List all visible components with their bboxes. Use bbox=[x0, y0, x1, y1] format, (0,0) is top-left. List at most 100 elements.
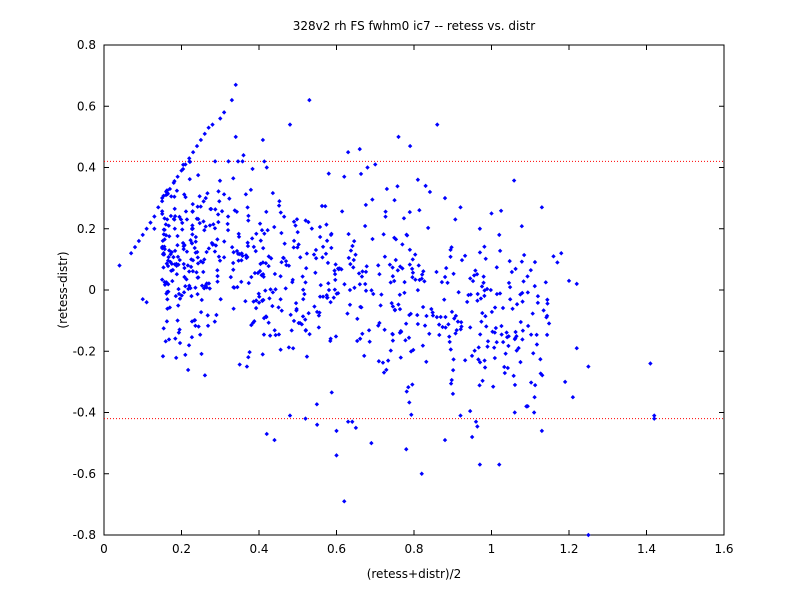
data-point bbox=[448, 347, 453, 352]
data-point bbox=[437, 332, 442, 338]
data-point bbox=[420, 304, 426, 310]
data-point bbox=[360, 331, 365, 336]
data-point bbox=[346, 255, 351, 261]
data-point bbox=[337, 266, 342, 271]
data-point bbox=[294, 217, 300, 222]
data-point bbox=[440, 324, 445, 330]
data-point bbox=[406, 385, 411, 390]
data-point bbox=[477, 360, 483, 365]
data-point bbox=[447, 334, 452, 339]
data-point bbox=[546, 321, 552, 326]
data-point bbox=[525, 274, 530, 279]
data-point bbox=[502, 370, 508, 376]
data-point bbox=[390, 304, 396, 309]
data-point bbox=[207, 223, 213, 228]
data-point bbox=[236, 231, 241, 237]
data-point bbox=[307, 331, 312, 337]
data-point bbox=[345, 311, 350, 316]
data-point bbox=[249, 236, 255, 241]
data-point bbox=[183, 352, 188, 358]
data-point bbox=[167, 186, 173, 192]
data-point bbox=[476, 357, 481, 362]
data-point bbox=[347, 287, 353, 293]
data-point bbox=[331, 295, 336, 300]
data-point bbox=[159, 277, 165, 282]
data-point bbox=[453, 313, 459, 319]
data-point bbox=[482, 288, 487, 293]
data-point bbox=[246, 213, 251, 219]
data-point bbox=[175, 318, 180, 323]
data-point bbox=[302, 291, 307, 297]
data-point bbox=[205, 191, 210, 196]
data-point bbox=[287, 122, 293, 127]
data-point bbox=[436, 322, 442, 327]
data-point bbox=[419, 272, 425, 277]
data-point bbox=[392, 308, 398, 313]
data-point bbox=[272, 271, 278, 277]
data-point bbox=[398, 329, 404, 335]
data-point bbox=[226, 159, 231, 164]
data-point bbox=[283, 258, 289, 264]
data-point bbox=[218, 297, 223, 302]
data-point bbox=[479, 284, 485, 289]
data-point bbox=[427, 331, 432, 336]
data-point bbox=[258, 238, 263, 243]
data-point bbox=[237, 362, 242, 367]
data-point bbox=[303, 280, 308, 285]
data-point bbox=[376, 359, 382, 364]
data-point bbox=[351, 257, 356, 263]
data-point bbox=[530, 311, 535, 316]
data-point bbox=[186, 286, 191, 292]
data-point bbox=[306, 310, 311, 316]
data-point bbox=[180, 227, 185, 232]
data-point bbox=[171, 180, 176, 186]
data-point bbox=[177, 296, 183, 301]
data-point bbox=[169, 261, 175, 267]
data-point bbox=[415, 321, 421, 327]
data-point bbox=[392, 198, 397, 203]
data-point bbox=[254, 231, 259, 236]
y-axis-ticks: -0.8 -0.6 -0.4 -0.2 0 0.2 0.4 0.6 0.8 bbox=[73, 38, 724, 542]
data-point bbox=[215, 268, 220, 273]
data-point bbox=[225, 214, 231, 219]
data-point bbox=[190, 258, 196, 263]
data-point bbox=[168, 252, 173, 257]
data-point bbox=[161, 232, 167, 237]
data-point bbox=[472, 348, 477, 353]
x-tick-label: 0.6 bbox=[327, 542, 346, 556]
data-point bbox=[520, 337, 525, 342]
data-point bbox=[162, 246, 167, 252]
data-point bbox=[248, 187, 254, 193]
data-point bbox=[541, 308, 546, 313]
data-point bbox=[257, 294, 262, 299]
data-point bbox=[216, 254, 222, 259]
data-point bbox=[161, 326, 166, 331]
data-point bbox=[196, 275, 201, 280]
data-point bbox=[314, 402, 320, 407]
data-point bbox=[174, 188, 180, 193]
data-point bbox=[279, 308, 284, 313]
x-tick-label: 0.8 bbox=[404, 542, 423, 556]
data-point bbox=[395, 184, 400, 189]
data-point bbox=[167, 248, 172, 253]
data-point bbox=[390, 274, 396, 279]
data-point bbox=[276, 305, 281, 310]
data-point bbox=[355, 316, 360, 322]
data-point bbox=[364, 264, 369, 269]
data-point bbox=[511, 373, 516, 379]
data-point bbox=[225, 227, 231, 233]
data-point bbox=[407, 209, 413, 215]
data-point bbox=[334, 291, 339, 296]
data-point bbox=[279, 230, 284, 236]
data-point bbox=[185, 263, 191, 268]
data-point bbox=[251, 299, 256, 304]
data-point bbox=[334, 428, 339, 434]
data-point bbox=[164, 280, 169, 285]
data-point bbox=[195, 261, 201, 266]
data-point bbox=[165, 289, 170, 295]
data-point bbox=[160, 244, 165, 250]
data-point bbox=[165, 263, 171, 269]
data-point bbox=[422, 323, 428, 328]
data-point bbox=[415, 287, 421, 293]
data-point bbox=[506, 334, 511, 339]
